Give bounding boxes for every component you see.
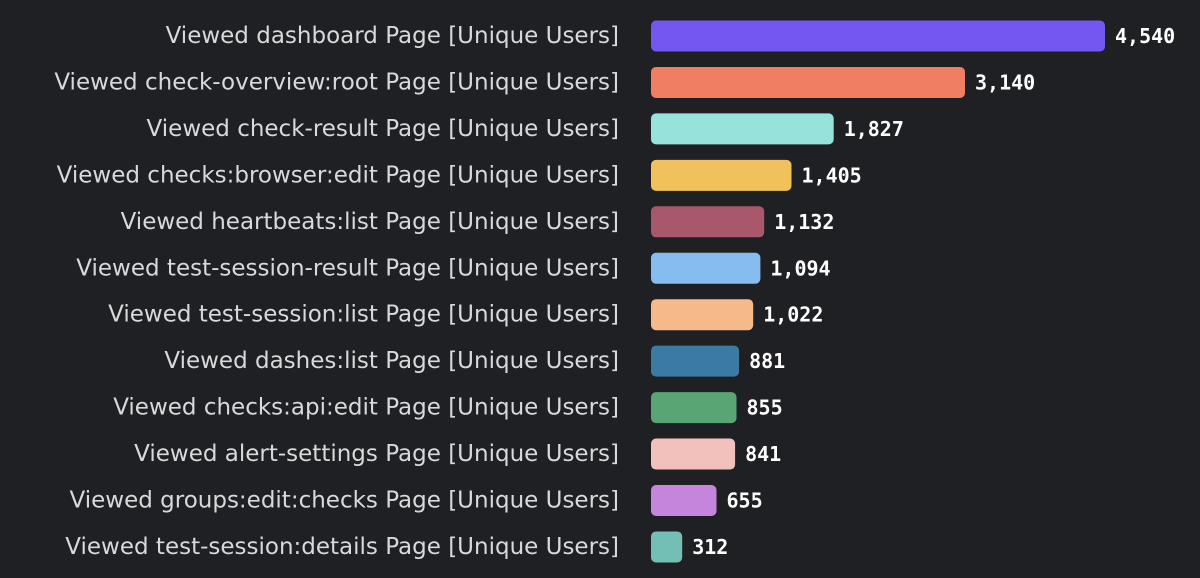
bar[interactable] bbox=[651, 252, 761, 284]
category-label: Viewed checks:api:edit Page [Unique User… bbox=[113, 395, 619, 421]
bar[interactable] bbox=[651, 299, 754, 331]
bar[interactable] bbox=[651, 206, 765, 238]
category-label: Viewed test-session-result Page [Unique … bbox=[76, 255, 619, 281]
bar[interactable] bbox=[651, 20, 1105, 52]
category-label: Viewed test-session:details Page [Unique… bbox=[65, 534, 619, 560]
value-label: 655 bbox=[727, 489, 763, 513]
value-label: 1,022 bbox=[763, 303, 823, 327]
category-label: Viewed test-session:list Page [Unique Us… bbox=[108, 302, 619, 328]
bar[interactable] bbox=[651, 159, 792, 191]
category-label: Viewed dashes:list Page [Unique Users] bbox=[164, 348, 619, 374]
value-label: 4,540 bbox=[1115, 24, 1175, 48]
value-label: 855 bbox=[747, 396, 783, 420]
value-label: 881 bbox=[749, 349, 785, 373]
bar[interactable] bbox=[651, 66, 965, 98]
value-label: 1,827 bbox=[844, 117, 904, 141]
category-labels: Viewed dashboard Page [Unique Users] View… bbox=[54, 23, 619, 560]
value-label: 3,140 bbox=[975, 70, 1035, 94]
bar[interactable] bbox=[651, 531, 683, 563]
category-label: Viewed dashboard Page [Unique Users] bbox=[166, 23, 619, 49]
bar[interactable] bbox=[651, 438, 736, 470]
value-label: 1,094 bbox=[770, 256, 830, 280]
bar[interactable] bbox=[651, 345, 740, 377]
value-label: 1,132 bbox=[774, 210, 834, 234]
bars bbox=[651, 20, 1105, 563]
bar[interactable] bbox=[651, 392, 737, 424]
value-label: 1,405 bbox=[802, 163, 862, 187]
category-label: Viewed heartbeats:list Page [Unique User… bbox=[121, 209, 619, 235]
value-label: 841 bbox=[745, 442, 781, 466]
value-labels: 4,540 3,140 1,827 1,405 1,132 1,094 1,022 881 85… bbox=[692, 24, 1175, 559]
category-label: Viewed check-overview:root Page [Unique … bbox=[54, 69, 619, 95]
value-label: 312 bbox=[692, 535, 728, 559]
bar[interactable] bbox=[651, 485, 717, 516]
category-label: Viewed check-result Page [Unique Users] bbox=[147, 116, 619, 142]
category-label: Viewed groups:edit:checks Page [Unique U… bbox=[70, 488, 620, 514]
category-label: Viewed checks:browser:edit Page [Unique … bbox=[57, 162, 619, 188]
category-label: Viewed alert-settings Page [Unique Users… bbox=[134, 441, 619, 467]
bar[interactable] bbox=[651, 113, 834, 145]
